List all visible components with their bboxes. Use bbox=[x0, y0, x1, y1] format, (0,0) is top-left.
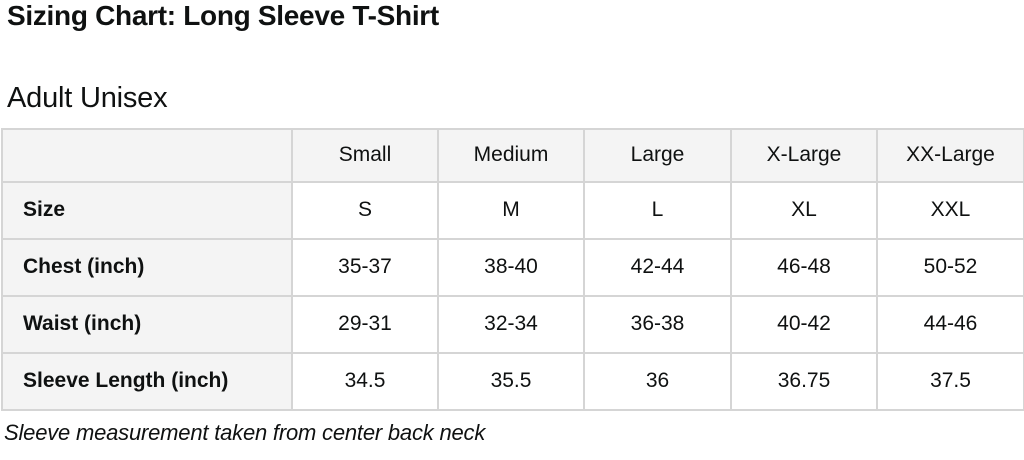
row-label-waist: Waist (inch) bbox=[1, 294, 293, 354]
waist-value-cell: 40-42 bbox=[730, 294, 878, 354]
sleeve-value-cell: 36.75 bbox=[730, 351, 878, 411]
size-value-cell: XL bbox=[730, 180, 878, 240]
column-header-large: Large bbox=[583, 127, 732, 183]
sleeve-value-cell: 36 bbox=[583, 351, 732, 411]
column-header-medium: Medium bbox=[437, 127, 585, 183]
sizing-table: Small Medium Large X-Large XX-Large Size… bbox=[1, 127, 1024, 411]
waist-value-cell: 44-46 bbox=[876, 294, 1024, 354]
table-row-waist: Waist (inch) 29-31 32-34 36-38 40-42 44-… bbox=[1, 294, 1024, 354]
table-row-chest: Chest (inch) 35-37 38-40 42-44 46-48 50-… bbox=[1, 237, 1024, 297]
size-value-cell: XXL bbox=[876, 180, 1024, 240]
chest-value-cell: 50-52 bbox=[876, 237, 1024, 297]
row-label-chest: Chest (inch) bbox=[1, 237, 293, 297]
table-row-size: Size S M L XL XXL bbox=[1, 180, 1024, 240]
size-value-cell: S bbox=[291, 180, 439, 240]
row-label-sleeve-length: Sleeve Length (inch) bbox=[1, 351, 293, 411]
sleeve-value-cell: 34.5 bbox=[291, 351, 439, 411]
row-label-size: Size bbox=[1, 180, 293, 240]
waist-value-cell: 36-38 bbox=[583, 294, 732, 354]
column-header-x-large: X-Large bbox=[730, 127, 878, 183]
sleeve-measurement-footnote: Sleeve measurement taken from center bac… bbox=[4, 419, 486, 445]
sleeve-value-cell: 35.5 bbox=[437, 351, 585, 411]
page-subtitle: Adult Unisex bbox=[7, 81, 168, 114]
chest-value-cell: 42-44 bbox=[583, 237, 732, 297]
size-value-cell: L bbox=[583, 180, 732, 240]
table-row-sleeve-length: Sleeve Length (inch) 34.5 35.5 36 36.75 … bbox=[1, 351, 1024, 411]
chest-value-cell: 35-37 bbox=[291, 237, 439, 297]
waist-value-cell: 29-31 bbox=[291, 294, 439, 354]
table-header-row: Small Medium Large X-Large XX-Large bbox=[1, 127, 1024, 183]
column-header-xx-large: XX-Large bbox=[876, 127, 1024, 183]
size-value-cell: M bbox=[437, 180, 585, 240]
page-title: Sizing Chart: Long Sleeve T-Shirt bbox=[7, 0, 439, 31]
column-header-small: Small bbox=[291, 127, 439, 183]
chest-value-cell: 46-48 bbox=[730, 237, 878, 297]
waist-value-cell: 32-34 bbox=[437, 294, 585, 354]
chest-value-cell: 38-40 bbox=[437, 237, 585, 297]
table-corner-cell bbox=[1, 127, 293, 183]
sleeve-value-cell: 37.5 bbox=[876, 351, 1024, 411]
